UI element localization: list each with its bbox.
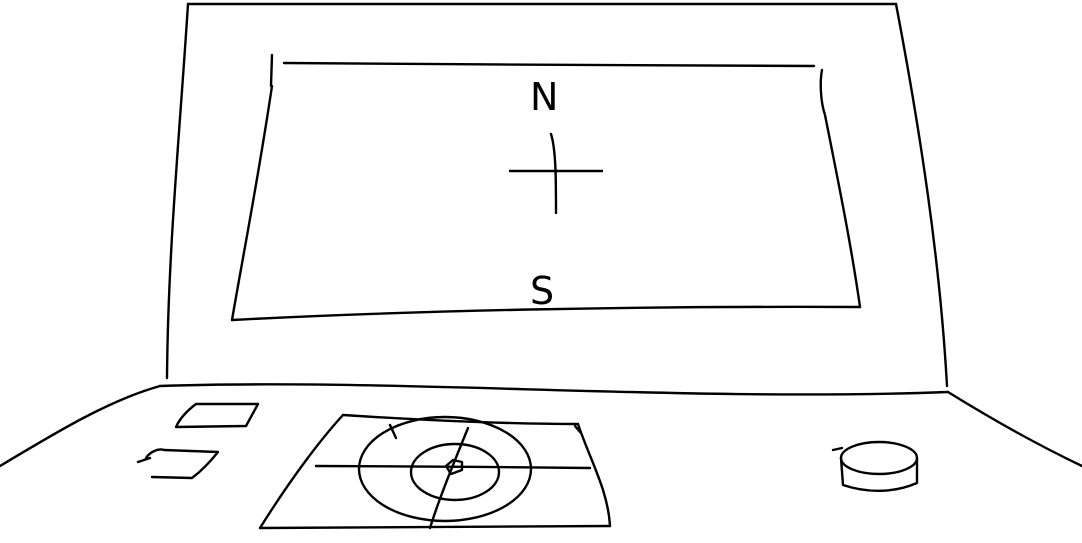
left-key-bottom[interactable] <box>136 448 220 480</box>
device-base <box>0 383 1082 468</box>
left-key-top[interactable] <box>174 402 260 429</box>
south-label: S <box>530 269 554 313</box>
monitor-bezel <box>165 2 949 388</box>
crosshair-icon <box>508 132 604 215</box>
north-label: N <box>530 75 558 119</box>
touchpad[interactable] <box>258 413 612 530</box>
screen <box>230 53 862 322</box>
round-button-icon[interactable] <box>831 440 919 493</box>
target-icon <box>314 415 592 530</box>
